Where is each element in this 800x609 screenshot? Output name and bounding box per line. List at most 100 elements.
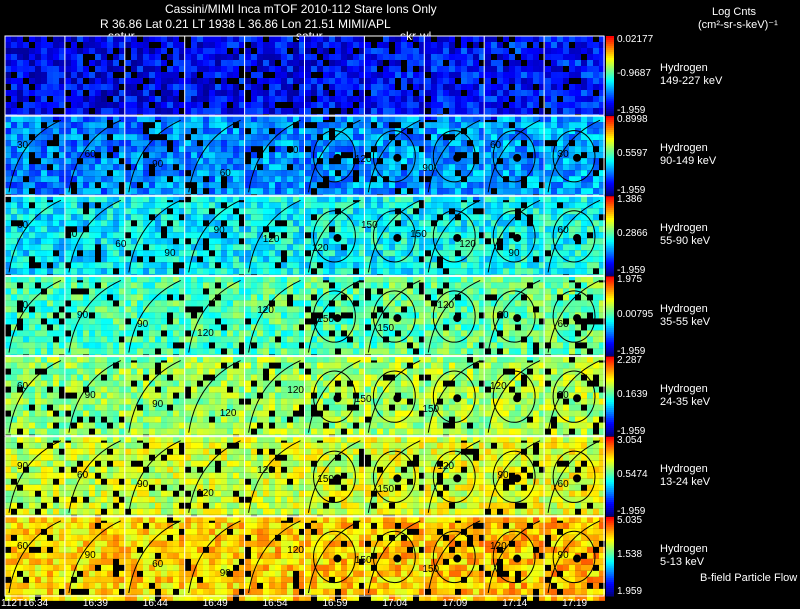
heatmap-cell [35, 250, 41, 257]
heatmap-cell [131, 36, 137, 42]
heatmap-cell [119, 220, 125, 227]
heatmap-cell [437, 176, 443, 183]
heatmap-cell [341, 268, 347, 275]
heatmap-cell [455, 84, 461, 90]
heatmap-cell [257, 294, 263, 301]
heatmap-cell [35, 42, 41, 48]
heatmap-cell [155, 72, 161, 78]
heatmap-cell [35, 188, 41, 195]
heatmap-cell [167, 188, 173, 195]
heatmap-cell [35, 300, 41, 307]
heatmap-cell [311, 208, 317, 215]
heatmap-cell [563, 42, 569, 48]
heatmap-cell [119, 54, 125, 60]
heatmap-cell [377, 188, 383, 195]
heatmap-cell [221, 288, 227, 295]
heatmap-cell [233, 312, 239, 319]
heatmap-cell [197, 208, 203, 215]
heatmap-cell [17, 208, 23, 215]
heatmap-cell [581, 42, 587, 48]
heatmap-cell [203, 196, 209, 203]
heatmap-cell [365, 146, 371, 153]
heatmap-cell [131, 42, 137, 48]
heatmap-cell [233, 90, 239, 96]
heatmap-cell [449, 220, 455, 227]
heatmap-cell [281, 60, 287, 66]
heatmap-cell [305, 128, 311, 135]
heatmap-cell [269, 324, 275, 331]
heatmap-cell [191, 108, 197, 114]
heatmap-cell [401, 134, 407, 141]
heatmap-cell [455, 54, 461, 60]
heatmap-cell [395, 170, 401, 177]
heatmap-cell [131, 78, 137, 84]
heatmap-cell [599, 208, 605, 215]
heatmap-cell [539, 202, 545, 209]
heatmap-cell [305, 220, 311, 227]
heatmap-cell [317, 288, 323, 295]
heatmap-cell [95, 268, 101, 275]
heatmap-cell [143, 54, 149, 60]
heatmap-cell [5, 294, 11, 301]
heatmap-cell [167, 36, 173, 42]
heatmap-cell [293, 256, 299, 263]
heatmap-cell [533, 48, 539, 54]
heatmap-cell [149, 72, 155, 78]
heatmap-cell [413, 170, 419, 177]
heatmap-cell [371, 140, 377, 147]
heatmap-cell [101, 208, 107, 215]
heatmap-cell [545, 288, 551, 295]
heatmap-cell [485, 140, 491, 147]
heatmap-cell [419, 312, 425, 319]
heatmap-cell [551, 182, 557, 189]
heatmap-cell [413, 128, 419, 135]
heatmap-cell [389, 294, 395, 301]
heatmap-cell [65, 72, 71, 78]
heatmap-cell [455, 72, 461, 78]
heatmap-cell [371, 78, 377, 84]
heatmap-cell [323, 226, 329, 233]
heatmap-cell [365, 300, 371, 307]
heatmap-cell [185, 282, 191, 289]
heatmap-cell [41, 84, 47, 90]
heatmap-cell [377, 256, 383, 263]
heatmap-cell [425, 324, 431, 331]
heatmap-cell [353, 152, 359, 159]
heatmap-cell [221, 152, 227, 159]
heatmap-cell [59, 176, 65, 183]
heatmap-cell [563, 268, 569, 275]
heatmap-cell [77, 122, 83, 129]
heatmap-cell [329, 268, 335, 275]
contour-line [8, 119, 62, 193]
heatmap-cell [443, 300, 449, 307]
heatmap-cell [317, 324, 323, 331]
heatmap-cell [77, 318, 83, 325]
heatmap-cell [221, 134, 227, 141]
heatmap-cell [593, 202, 599, 209]
heatmap-cell [473, 194, 479, 201]
heatmap-cell [509, 336, 515, 343]
heatmap-cell [341, 300, 347, 307]
heatmap-cell [275, 134, 281, 141]
heatmap-cell [575, 336, 581, 343]
colorbar-step [606, 113, 614, 116]
heatmap-cell [521, 318, 527, 325]
heatmap-cell [473, 66, 479, 72]
heatmap-cell [95, 90, 101, 96]
heatmap-cell [209, 330, 215, 337]
heatmap-cell [203, 146, 209, 153]
heatmap-cell [299, 152, 305, 159]
heatmap-cell [317, 226, 323, 233]
heatmap-cell [281, 330, 287, 337]
heatmap-cell [275, 140, 281, 147]
heatmap-cell [5, 288, 11, 295]
heatmap-cell [263, 268, 269, 275]
heatmap-cell [125, 282, 131, 289]
heatmap-cell [335, 140, 341, 147]
heatmap-cell [203, 256, 209, 263]
heatmap-cell [47, 108, 53, 114]
heatmap-cell [491, 140, 497, 147]
heatmap-cell [53, 146, 59, 153]
heatmap-cell [215, 214, 221, 221]
heatmap-cell [569, 96, 575, 102]
